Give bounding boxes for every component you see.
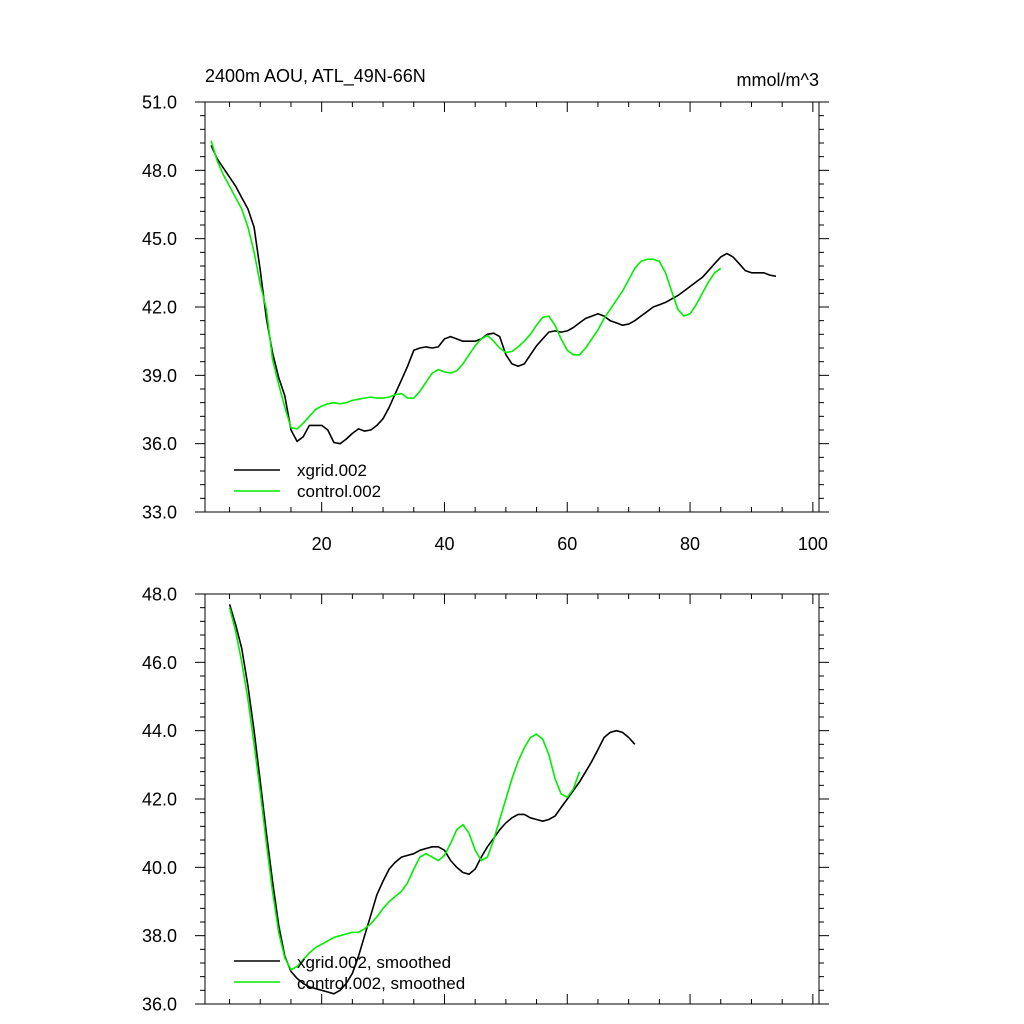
top-axis-ticks: 20 40 60 80 100 33.0 36.0 39.0 42.0 45.0 48.0 51.0 [142,93,829,554]
bottom-legend: xgrid.002, smoothed control.002, smoothe… [234,953,465,993]
top-plot-frame [204,101,820,513]
bottom-legend-label-xgrid: xgrid.002, smoothed [297,953,451,972]
top-chart-title: 2400m AOU, ATL_49N-66N [205,66,426,87]
bottom-panel: 36.0 38.0 40.0 42.0 44.0 46.0 48.0 xgrid.002, … [142,585,829,1015]
y-tick-label: 45.0 [142,229,177,249]
bottom-legend-label-control: control.002, smoothed [297,974,465,993]
y-tick-label: 40.0 [142,858,177,878]
y-tick-label: 42.0 [142,298,177,318]
top-series-line-control [210,140,722,430]
x-tick-label: 20 [312,534,332,554]
top-panel: 2400m AOU, ATL_49N-66N mmol/m^3 20 40 60 80… [142,66,829,554]
top-legend-label-control: control.002 [297,482,381,501]
x-tick-label: 100 [798,534,828,554]
y-tick-label: 33.0 [142,503,177,523]
top-series-lines [210,140,777,445]
y-tick-label: 48.0 [142,161,177,181]
y-tick-label: 42.0 [142,790,177,810]
y-tick-label: 48.0 [142,585,177,605]
y-tick-label: 51.0 [142,93,177,113]
y-tick-label: 46.0 [142,653,177,673]
top-series-line-xgrid [210,144,777,445]
bottom-series-lines [228,604,636,995]
bottom-plot-frame [204,593,820,1005]
bottom-series-line-xgrid [228,604,636,995]
top-chart-units: mmol/m^3 [737,70,819,90]
y-tick-label: 36.0 [142,434,177,454]
y-tick-label: 38.0 [142,926,177,946]
x-tick-label: 40 [434,534,454,554]
x-tick-label: 80 [680,534,700,554]
y-tick-label: 44.0 [142,721,177,741]
top-legend: xgrid.002 control.002 [234,461,381,501]
y-tick-label: 36.0 [142,995,177,1015]
bottom-axis-ticks: 36.0 38.0 40.0 42.0 44.0 46.0 48.0 [142,585,829,1015]
bottom-series-line-control [228,607,581,971]
y-tick-label: 39.0 [142,366,177,386]
x-tick-label: 60 [557,534,577,554]
top-legend-label-xgrid: xgrid.002 [297,461,367,480]
